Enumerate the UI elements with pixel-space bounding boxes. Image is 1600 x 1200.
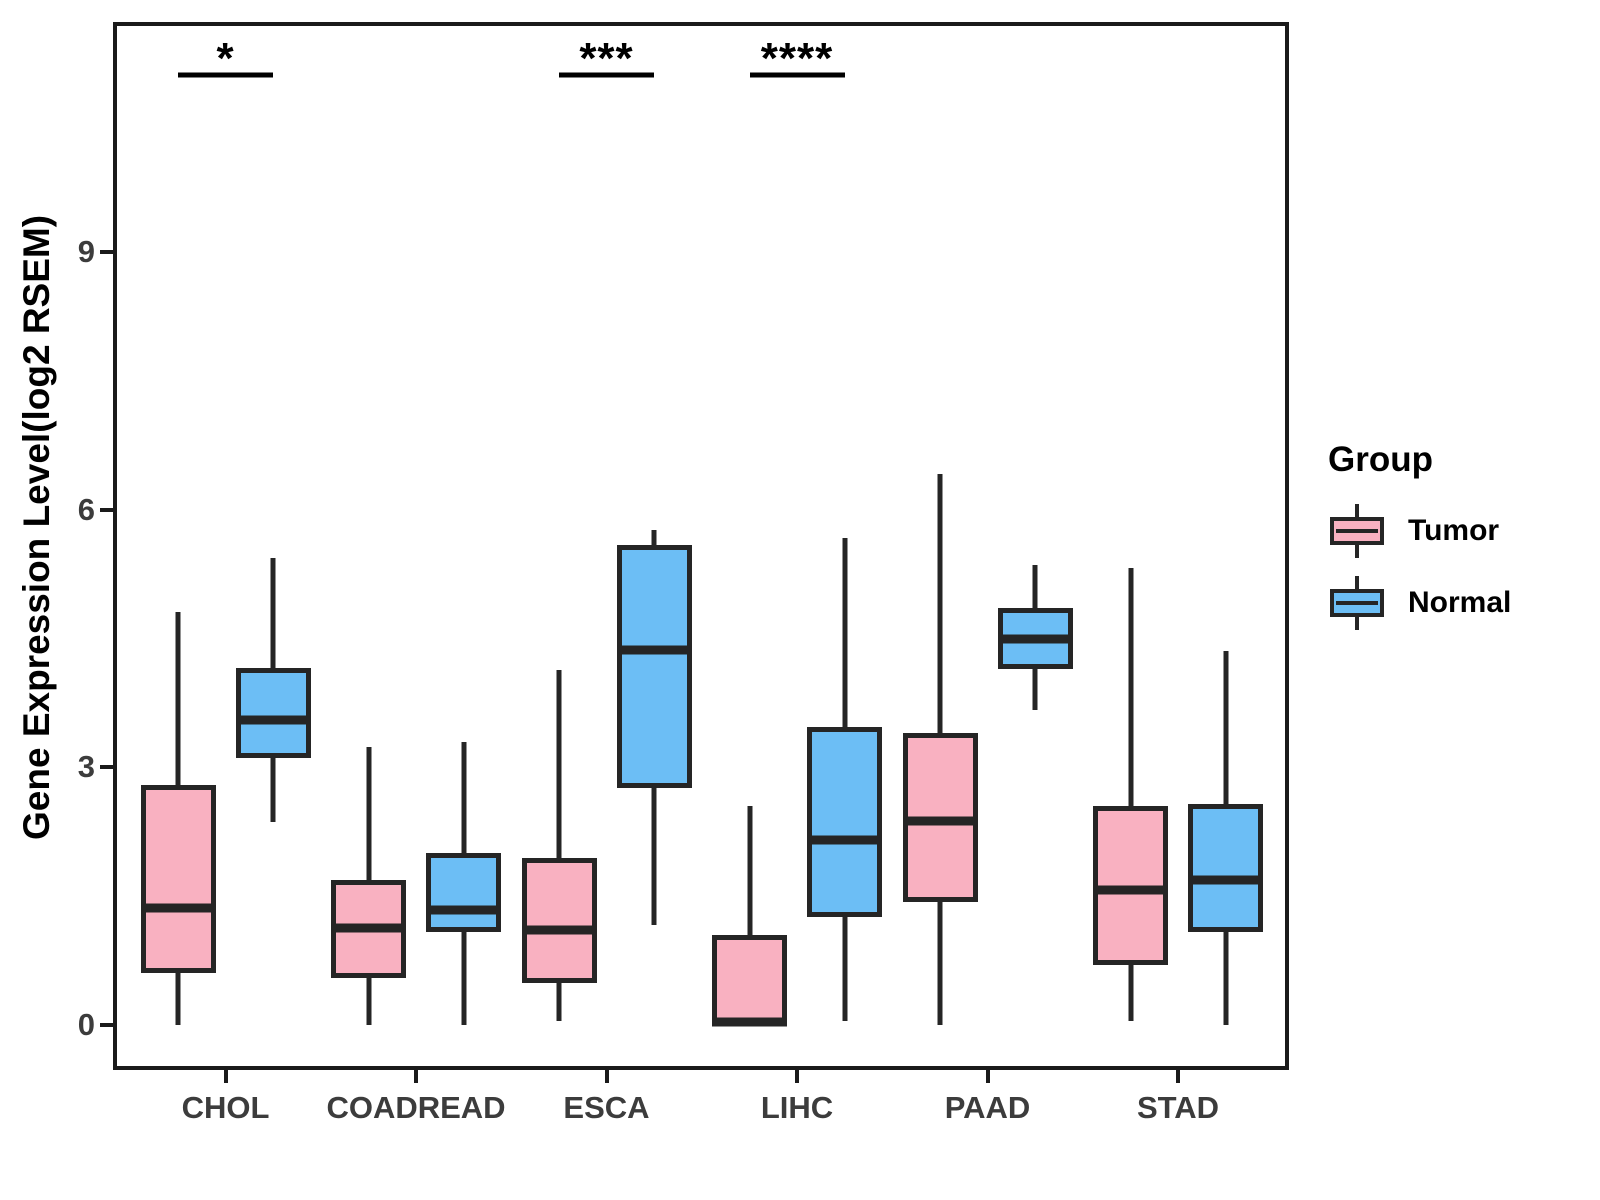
- x-tick-mark: [414, 1070, 418, 1083]
- whisker-upper-tumor-paad: [937, 473, 943, 733]
- whisker-lower-tumor-chol: [175, 972, 181, 1025]
- x-tick-mark: [795, 1070, 799, 1083]
- significance-line-esca: [559, 72, 654, 78]
- whisker-lower-normal-lihc: [842, 916, 847, 1021]
- median-normal-paad: [997, 634, 1073, 643]
- x-tick-mark: [1176, 1070, 1180, 1083]
- median-tumor-paad: [902, 816, 978, 826]
- box-normal-chol: [235, 667, 311, 758]
- median-tumor-lihc: [712, 1017, 787, 1027]
- x-tick-mark: [604, 1070, 609, 1083]
- y-tick-mark: [100, 1023, 113, 1027]
- y-tick-label: 6: [77, 491, 95, 527]
- median-tumor-esca: [521, 925, 597, 935]
- x-tick-label-esca: ESCA: [563, 1090, 650, 1125]
- whisker-upper-normal-stad: [1223, 651, 1228, 805]
- key-median-line: [1336, 529, 1378, 533]
- y-tick-mark: [100, 507, 113, 512]
- whisker-lower-normal-coadread: [461, 932, 466, 1025]
- boxplot-key-icon: [1328, 502, 1386, 560]
- key-box-tumor: [1330, 517, 1384, 545]
- whisker-upper-tumor-esca: [556, 670, 562, 859]
- y-tick-label: 3: [77, 749, 95, 785]
- significance-line-lihc: [749, 72, 845, 78]
- median-tumor-chol: [140, 903, 216, 913]
- whisker-lower-tumor-paad: [937, 902, 943, 1025]
- significance-stars-lihc: ****: [760, 34, 834, 83]
- significance-stars-esca: ***: [579, 34, 634, 83]
- median-normal-stad: [1188, 875, 1263, 885]
- median-normal-coadread: [426, 905, 501, 915]
- whisker-lower-normal-chol: [270, 757, 276, 823]
- whisker-lower-normal-paad: [1032, 668, 1038, 710]
- whisker-lower-normal-esca: [651, 787, 657, 926]
- whisker-upper-tumor-chol: [175, 611, 181, 786]
- key-box-normal: [1330, 589, 1384, 617]
- whisker-upper-tumor-stad: [1128, 568, 1133, 806]
- box-tumor-esca: [521, 858, 597, 983]
- y-tick-mark: [100, 765, 113, 770]
- legend-entry-tumor: Tumor: [1328, 502, 1588, 560]
- whisker-lower-normal-stad: [1223, 932, 1228, 1025]
- x-tick-mark: [223, 1070, 228, 1083]
- x-tick-label-lihc: LIHC: [760, 1090, 834, 1125]
- box-tumor-lihc: [712, 934, 787, 1025]
- x-tick-label-paad: PAAD: [944, 1090, 1031, 1125]
- legend-label-tumor: Tumor: [1408, 514, 1500, 547]
- box-tumor-chol: [140, 785, 216, 973]
- key-median-line: [1336, 601, 1378, 605]
- whisker-upper-tumor-lihc: [747, 805, 752, 935]
- median-tumor-coadread: [331, 923, 406, 933]
- median-normal-chol: [235, 715, 311, 725]
- x-tick-label-coadread: COADREAD: [326, 1090, 506, 1125]
- whisker-lower-tumor-esca: [556, 982, 562, 1021]
- whisker-lower-tumor-stad: [1128, 964, 1133, 1021]
- y-tick-label: 9: [77, 234, 95, 269]
- legend-label-normal: Normal: [1408, 586, 1512, 619]
- box-normal-stad: [1188, 804, 1263, 933]
- significance-line-chol: [178, 72, 273, 78]
- median-normal-lihc: [807, 835, 882, 845]
- box-normal-lihc: [807, 726, 882, 917]
- significance-stars-chol: *: [216, 34, 235, 83]
- box-normal-coadread: [426, 853, 501, 933]
- box-tumor-stad: [1093, 805, 1168, 965]
- legend-title: Group: [1328, 440, 1433, 479]
- x-tick-label-chol: CHOL: [181, 1090, 270, 1125]
- boxplot-key-icon: [1328, 574, 1386, 632]
- median-normal-esca: [616, 645, 692, 655]
- median-tumor-stad: [1093, 885, 1168, 895]
- whisker-upper-normal-coadread: [461, 741, 466, 854]
- x-tick-mark: [985, 1070, 990, 1083]
- y-tick-label: 0: [77, 1007, 95, 1042]
- legend-entry-normal: Normal: [1328, 574, 1588, 632]
- whisker-upper-normal-paad: [1032, 564, 1038, 609]
- box-normal-esca: [616, 544, 692, 788]
- y-tick-mark: [100, 250, 113, 254]
- x-tick-label-stad: STAD: [1136, 1090, 1220, 1125]
- whisker-upper-normal-lihc: [842, 538, 847, 727]
- whisker-lower-tumor-coadread: [366, 977, 371, 1025]
- whisker-upper-normal-chol: [270, 557, 276, 668]
- whisker-upper-tumor-coadread: [366, 746, 371, 880]
- legend: Group Tumor Normal: [1328, 440, 1588, 646]
- whisker-upper-normal-esca: [651, 530, 657, 545]
